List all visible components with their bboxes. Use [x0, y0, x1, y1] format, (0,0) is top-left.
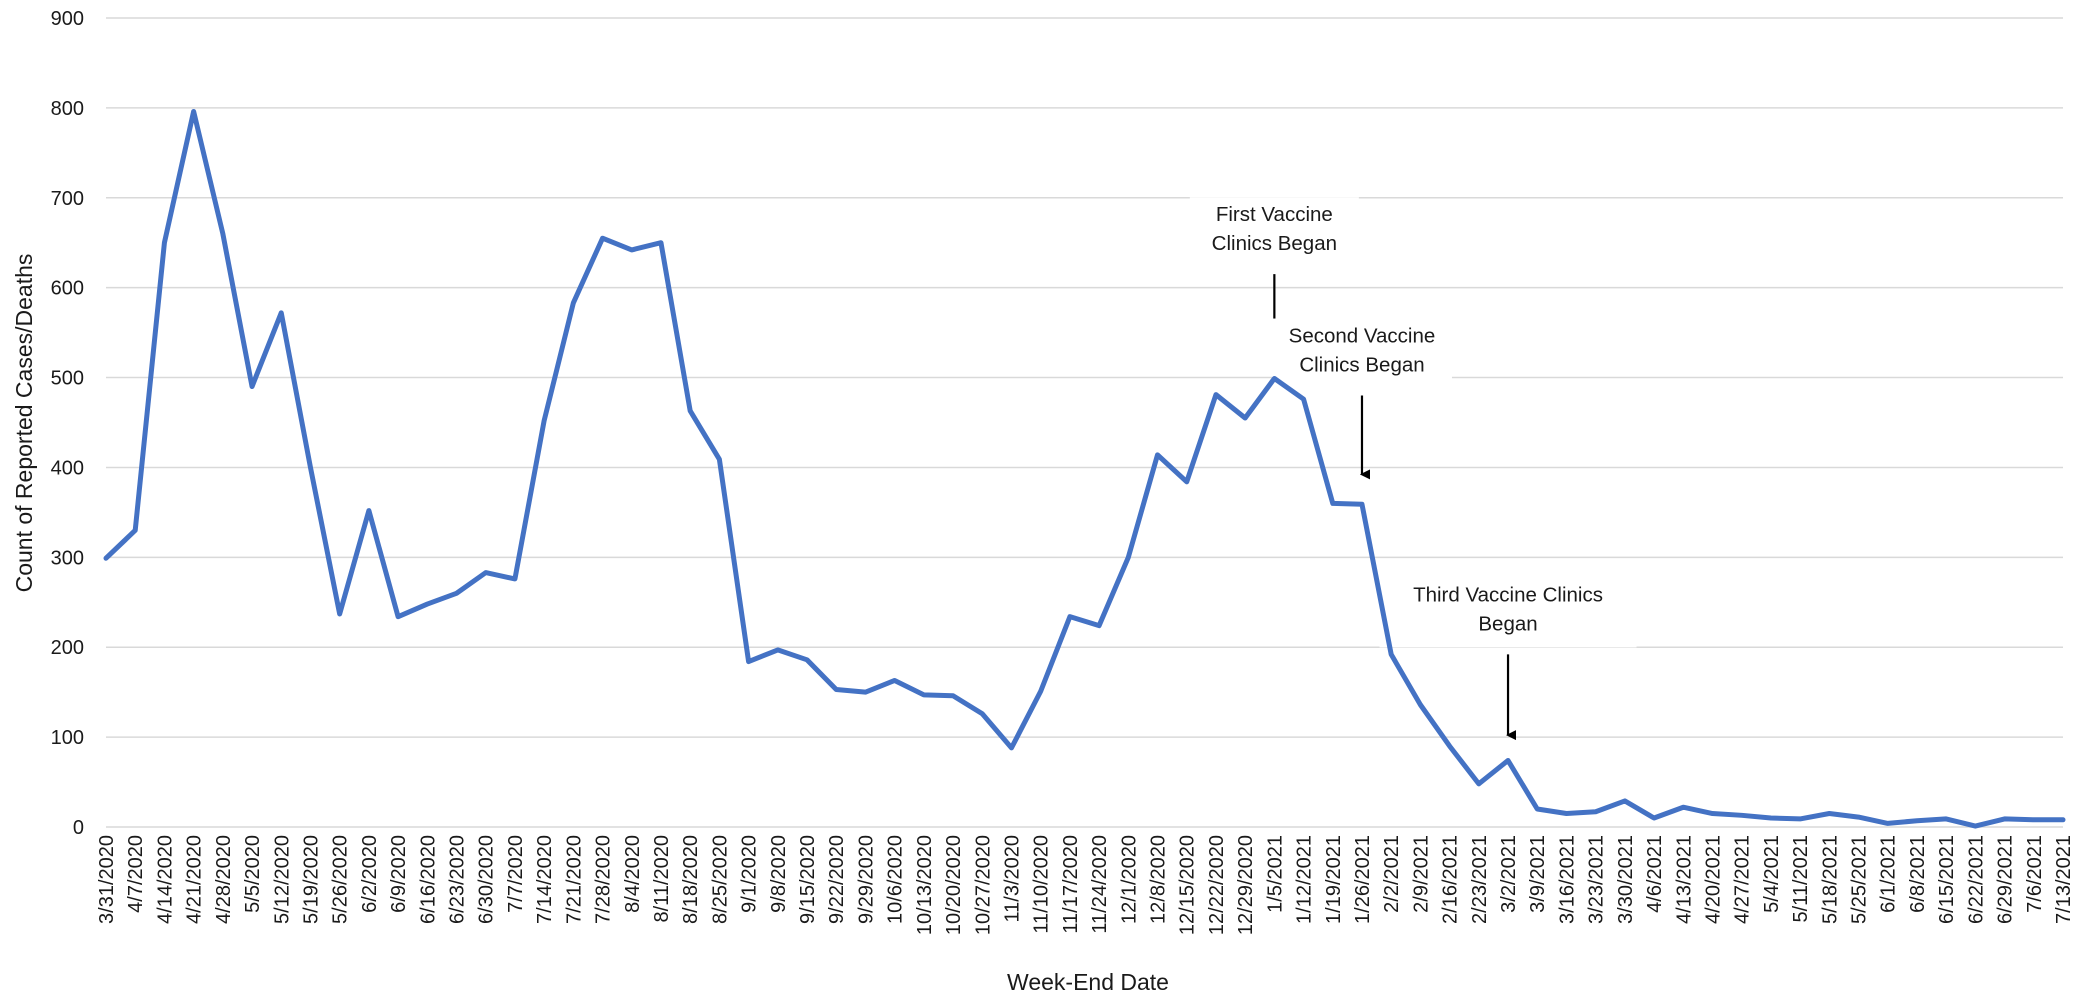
x-tick-label: 3/2/2021: [1498, 835, 1520, 913]
series: [103, 108, 2066, 829]
x-tick-label: 5/26/2020: [330, 835, 352, 924]
x-tick-label: 2/16/2021: [1440, 835, 1462, 924]
y-tick-label: 300: [51, 547, 84, 569]
y-axis-label: Count of Reported Cases/Deaths: [11, 254, 37, 593]
x-tick-label: 4/14/2020: [154, 835, 176, 924]
x-tick-label: 6/2/2020: [359, 835, 381, 913]
x-tick-label: 5/12/2020: [271, 835, 293, 924]
y-tick-label: 900: [51, 8, 84, 30]
x-tick-label: 12/15/2020: [1177, 835, 1199, 935]
series-line: [103, 108, 2066, 829]
annotation-label: Began: [1478, 612, 1537, 635]
x-tick-label: 11/17/2020: [1060, 835, 1082, 934]
x-tick-label: 8/18/2020: [680, 835, 702, 924]
x-tick-label: 6/1/2021: [1878, 835, 1900, 913]
x-tick-label: 7/7/2020: [505, 835, 527, 913]
x-tick-label: 4/28/2020: [213, 835, 235, 924]
x-tick-label: 9/8/2020: [768, 835, 790, 913]
x-tick-label: 12/29/2020: [1235, 835, 1257, 935]
x-tick-label: 3/23/2021: [1586, 835, 1608, 924]
x-tick-label: 5/18/2021: [1819, 835, 1841, 924]
x-tick-label: 8/25/2020: [709, 835, 731, 924]
annotation-background: [1271, 318, 1452, 389]
annotation-label: Third Vaccine Clinics: [1413, 583, 1603, 606]
annotation-background: [1379, 577, 1637, 648]
x-tick-label: 6/15/2021: [1936, 835, 1958, 924]
y-tick-labels: 0 100 200 300 400 500 600 700 800 900: [51, 8, 84, 839]
x-tick-label: 6/9/2020: [388, 835, 410, 913]
x-tick-label: 3/31/2020: [96, 835, 118, 924]
x-tick-label: 6/23/2020: [447, 835, 469, 924]
x-tick-label: 1/12/2021: [1294, 835, 1316, 924]
x-tick-label: 8/11/2020: [651, 835, 673, 923]
x-tick-label: 10/20/2020: [943, 835, 965, 935]
x-tick-label: 5/25/2021: [1849, 835, 1871, 924]
gridlines: [106, 17, 2063, 828]
x-tick-label: 7/13/2021: [2053, 835, 2075, 924]
x-tick-label: 8/4/2020: [622, 835, 644, 913]
x-tick-label: 7/14/2020: [534, 835, 556, 924]
x-tick-label: 6/29/2021: [1995, 835, 2017, 924]
x-tick-label: 9/22/2020: [826, 835, 848, 924]
x-tick-label: 6/16/2020: [417, 835, 439, 924]
x-tick-label: 4/21/2020: [184, 835, 206, 924]
x-tick-label: 6/30/2020: [476, 835, 498, 924]
x-tick-label: 4/7/2020: [125, 835, 147, 913]
y-tick-label: 700: [51, 188, 84, 210]
y-tick-label: 600: [51, 278, 84, 300]
x-tick-label: 4/20/2021: [1702, 835, 1724, 924]
x-tick-label: 4/13/2021: [1673, 835, 1695, 924]
annotation-background: [1189, 197, 1359, 268]
x-tick-label: 10/27/2020: [972, 835, 994, 935]
x-tick-label: 9/29/2020: [855, 835, 877, 924]
x-tick-label: 6/8/2021: [1907, 835, 1929, 913]
x-tick-label: 5/4/2021: [1761, 835, 1783, 913]
x-tick-label: 10/13/2020: [914, 835, 936, 935]
x-tick-label: 7/28/2020: [593, 835, 615, 924]
x-tick-label: 3/16/2021: [1556, 835, 1578, 924]
x-tick-label: 5/5/2020: [242, 835, 264, 913]
x-tick-label: 6/22/2021: [1965, 835, 1987, 924]
x-tick-label: 3/9/2021: [1527, 835, 1549, 913]
x-tick-label: 10/6/2020: [885, 835, 907, 924]
annotation-label: Second Vaccine: [1289, 325, 1436, 348]
x-tick-label: 9/1/2020: [739, 835, 761, 913]
x-tick-label: 12/1/2020: [1118, 835, 1140, 924]
annotation-label: First Vaccine: [1216, 203, 1333, 226]
x-tick-label: 5/19/2020: [300, 835, 322, 924]
x-tick-label: 5/11/2021: [1790, 835, 1812, 923]
x-tick-label: 11/10/2020: [1031, 835, 1053, 934]
y-tick-label: 500: [51, 368, 84, 390]
x-tick-label: 11/3/2020: [1001, 835, 1023, 923]
x-tick-label: 2/9/2021: [1410, 835, 1432, 913]
x-tick-label: 11/24/2020: [1089, 835, 1111, 934]
x-tick-label: 2/23/2021: [1469, 835, 1491, 924]
annotation-label: Clinics Began: [1212, 232, 1337, 255]
annotation-label: Clinics Began: [1299, 354, 1424, 377]
y-tick-label: 800: [51, 98, 84, 120]
x-tick-label: 2/2/2021: [1381, 835, 1403, 913]
x-tick-label: 7/6/2021: [2024, 835, 2046, 913]
x-tick-label: 4/6/2021: [1644, 835, 1666, 913]
x-tick-labels: 3/31/2020 4/7/2020 4/14/2020 4/21/2020 4/28/…: [96, 835, 2075, 935]
y-tick-label: 200: [51, 637, 84, 659]
y-tick-label: 100: [51, 727, 84, 749]
x-tick-label: 1/19/2021: [1323, 835, 1345, 924]
y-tick-label: 0: [73, 817, 84, 839]
x-axis-label: Week-End Date: [1007, 969, 1169, 995]
x-tick-label: 12/8/2020: [1148, 835, 1170, 924]
y-tick-label: 400: [51, 457, 84, 479]
x-tick-label: 7/21/2020: [563, 835, 585, 924]
x-tick-label: 3/30/2021: [1615, 835, 1637, 924]
x-tick-label: 1/5/2021: [1264, 835, 1286, 913]
x-tick-label: 4/27/2021: [1732, 835, 1754, 924]
x-tick-label: 1/26/2021: [1352, 835, 1374, 924]
x-tick-label: 9/15/2020: [797, 835, 819, 924]
annotations: First Vaccine Clinics Began Second Vaccine…: [1189, 197, 1637, 741]
x-tick-label: 12/22/2020: [1206, 835, 1228, 935]
